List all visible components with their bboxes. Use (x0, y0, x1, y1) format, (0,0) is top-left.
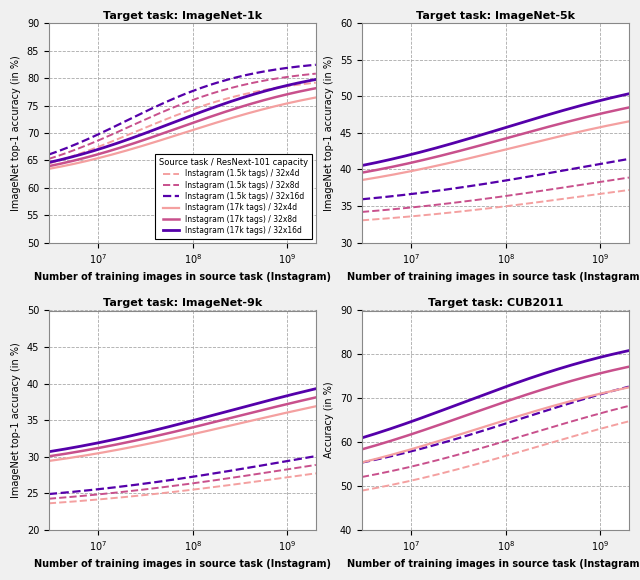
Title: Target task: ImageNet-5k: Target task: ImageNet-5k (416, 11, 575, 21)
Y-axis label: ImageNet top-1 accuracy (in %): ImageNet top-1 accuracy (in %) (11, 342, 21, 498)
Y-axis label: ImageNet top-1 accuracy (in %): ImageNet top-1 accuracy (in %) (324, 55, 334, 211)
X-axis label: Number of training images in source task (Instagram): Number of training images in source task… (34, 559, 331, 569)
Title: Target task: CUB2011: Target task: CUB2011 (428, 298, 563, 309)
X-axis label: Number of training images in source task (Instagram): Number of training images in source task… (347, 559, 640, 569)
X-axis label: Number of training images in source task (Instagram): Number of training images in source task… (34, 271, 331, 282)
Title: Target task: ImageNet-1k: Target task: ImageNet-1k (103, 11, 262, 21)
Legend: Instagram (1.5k tags) / 32x4d, Instagram (1.5k tags) / 32x8d, Instagram (1.5k ta: Instagram (1.5k tags) / 32x4d, Instagram… (156, 154, 312, 239)
Y-axis label: ImageNet top-1 accuracy (in %): ImageNet top-1 accuracy (in %) (11, 55, 21, 211)
Y-axis label: Accuracy (in %): Accuracy (in %) (324, 382, 334, 458)
Title: Target task: ImageNet-9k: Target task: ImageNet-9k (103, 298, 262, 309)
X-axis label: Number of training images in source task (Instagram): Number of training images in source task… (347, 271, 640, 282)
